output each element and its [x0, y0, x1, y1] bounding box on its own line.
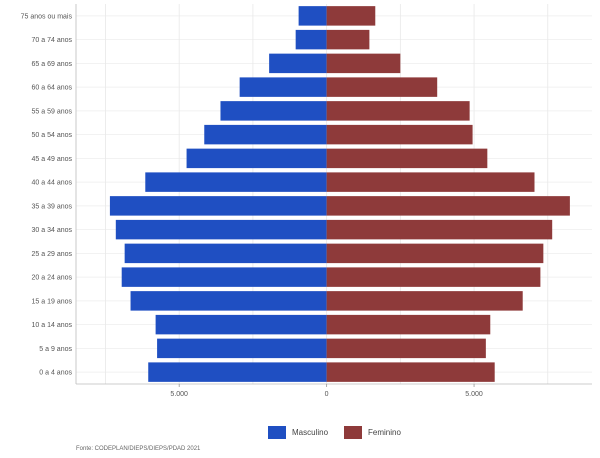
- bar-masculino-3: [130, 291, 327, 311]
- bar-feminino-4: [326, 267, 541, 287]
- bar-feminino-14: [326, 29, 370, 50]
- y-tick-label: 25 a 29 anos: [32, 251, 73, 258]
- x-tick-label: 5.000: [170, 391, 188, 398]
- legend-swatch-feminino: [344, 426, 363, 439]
- bar-masculino-11: [220, 101, 327, 121]
- bar-feminino-2: [326, 314, 491, 335]
- bar-feminino-15: [326, 6, 376, 26]
- legend-label-feminino: Feminino: [368, 428, 401, 437]
- y-tick-label: 55 a 59 anos: [32, 108, 73, 115]
- bar-masculino-5: [124, 243, 327, 264]
- y-tick-label: 20 a 24 anos: [32, 275, 73, 282]
- bar-feminino-7: [326, 196, 570, 216]
- bar-feminino-0: [326, 362, 495, 382]
- bar-feminino-5: [326, 243, 544, 264]
- y-tick-label: 70 a 74 anos: [32, 37, 73, 44]
- bar-feminino-12: [326, 77, 438, 97]
- bar-feminino-10: [326, 124, 473, 145]
- legend-swatch-masculino: [268, 426, 286, 439]
- bar-masculino-14: [295, 29, 327, 50]
- legend-item-masculino: Masculino: [268, 426, 328, 439]
- y-tick-label: 5 a 9 anos: [39, 346, 72, 353]
- bar-feminino-9: [326, 148, 488, 169]
- bar-masculino-8: [145, 172, 327, 192]
- bar-masculino-15: [298, 6, 327, 26]
- bar-masculino-0: [148, 362, 327, 382]
- y-axis-labels: 0 a 4 anos 5 a 9 anos 10 a 14 anos 15 a 19 …: [21, 13, 73, 376]
- bar-feminino-3: [326, 291, 523, 311]
- bar-feminino-1: [326, 338, 486, 359]
- legend-label-masculino: Masculino: [292, 428, 329, 437]
- x-tick-label: 0: [325, 391, 329, 398]
- y-tick-label: 60 a 64 anos: [32, 85, 73, 92]
- y-tick-label: 10 a 14 anos: [32, 322, 73, 329]
- bar-masculino-9: [186, 148, 327, 169]
- x-tick-label: 5.000: [465, 391, 483, 398]
- y-tick-label: 30 a 34 anos: [32, 227, 73, 234]
- y-tick-label: 50 a 54 anos: [32, 132, 73, 139]
- bar-masculino-7: [109, 196, 327, 216]
- bar-masculino-10: [204, 124, 327, 145]
- bar-feminino-8: [326, 172, 535, 192]
- bar-feminino-11: [326, 101, 470, 121]
- y-tick-label: 40 a 44 anos: [32, 180, 73, 187]
- bar-masculino-1: [157, 338, 327, 359]
- y-tick-label: 0 a 4 anos: [39, 370, 72, 377]
- bar-masculino-13: [269, 53, 327, 74]
- y-tick-label: 45 a 49 anos: [32, 156, 73, 163]
- bar-masculino-4: [121, 267, 327, 287]
- bar-feminino-13: [326, 53, 401, 74]
- bar-feminino-6: [326, 219, 553, 240]
- x-axis-ticks: 5.000 0 5.000: [170, 384, 483, 398]
- y-tick-label: 15 a 19 anos: [32, 298, 73, 305]
- source-caption: Fonte: CODEPLAN/DIEPS/DIEPS/PDAD 2021: [76, 446, 201, 452]
- legend: Masculino Feminino: [268, 426, 417, 439]
- bars-layer: [109, 6, 570, 382]
- bar-masculino-12: [239, 77, 327, 97]
- bar-masculino-6: [115, 219, 327, 240]
- y-tick-label: 75 anos ou mais: [21, 13, 73, 20]
- y-tick-label: 35 a 39 anos: [32, 203, 73, 210]
- bar-masculino-2: [155, 314, 327, 335]
- legend-item-feminino: Feminino: [344, 426, 401, 439]
- y-tick-label: 65 a 69 anos: [32, 61, 73, 68]
